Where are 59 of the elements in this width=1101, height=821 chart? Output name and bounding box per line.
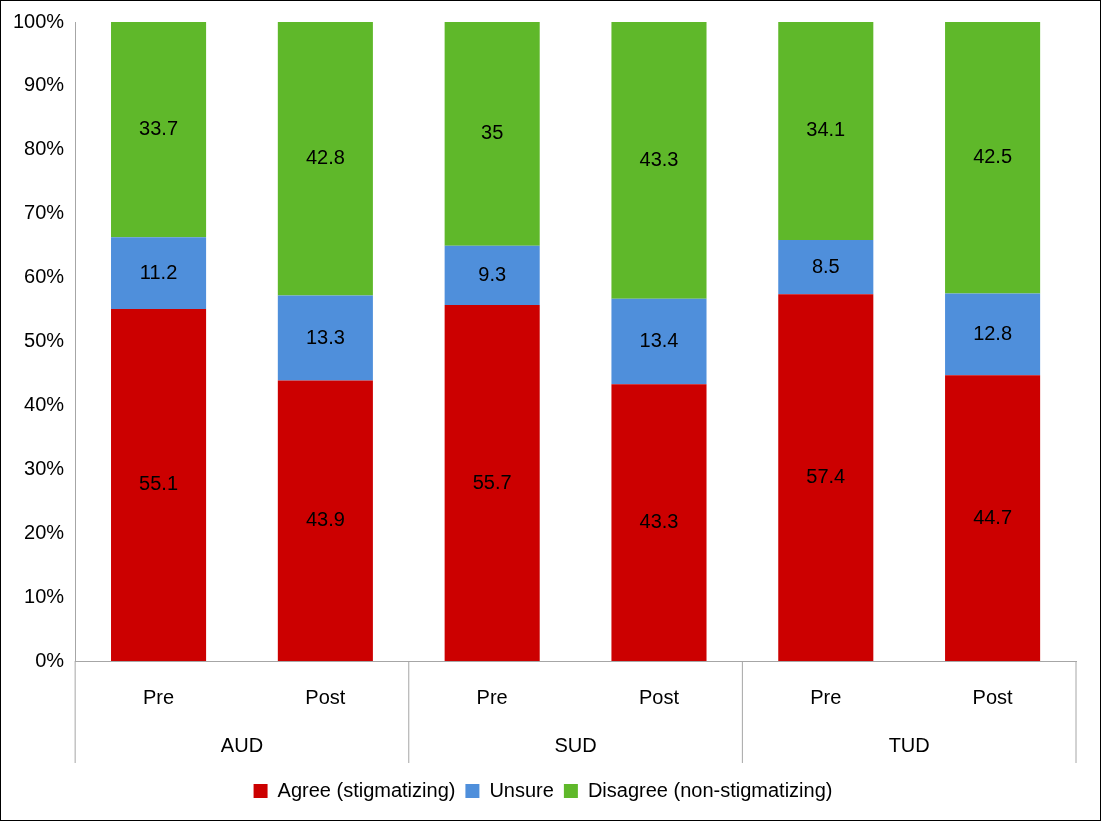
data-label: 13.4 bbox=[639, 329, 679, 352]
bar bbox=[111, 308, 207, 661]
y-tick-label: 60% bbox=[24, 265, 65, 288]
data-label: 42.8 bbox=[305, 146, 345, 169]
data-label: 11.2 bbox=[139, 260, 178, 283]
text: SUD bbox=[554, 733, 597, 756]
bar bbox=[277, 22, 373, 296]
legend-label: Unsure bbox=[489, 778, 554, 801]
y-tick-label: 100% bbox=[13, 9, 65, 32]
bar bbox=[444, 245, 540, 306]
x-tick-label: Pre bbox=[142, 685, 175, 708]
data-label: 43.3 bbox=[639, 147, 679, 170]
bar bbox=[945, 293, 1041, 376]
data-label: 57.4 bbox=[806, 465, 846, 488]
bar bbox=[945, 375, 1041, 661]
text: AUD bbox=[220, 733, 264, 756]
data-label: 13.3 bbox=[305, 325, 345, 348]
data-label: 43.3 bbox=[639, 510, 679, 533]
text: TUD bbox=[888, 733, 930, 756]
bar bbox=[778, 294, 874, 661]
x-tick-label: Post bbox=[972, 685, 1014, 708]
data-label: 8.5 bbox=[811, 254, 840, 277]
bar bbox=[111, 22, 207, 238]
y-tick-label: 50% bbox=[24, 329, 65, 352]
bar bbox=[277, 380, 373, 661]
data-label: 55.1 bbox=[139, 472, 179, 495]
data-label: 12.8 bbox=[973, 321, 1013, 344]
y-tick-label: 20% bbox=[24, 520, 65, 543]
bar bbox=[444, 305, 540, 661]
bar bbox=[611, 22, 707, 299]
bar bbox=[444, 22, 540, 246]
y-tick-label: 70% bbox=[24, 201, 65, 224]
bar bbox=[611, 384, 707, 661]
bar bbox=[778, 239, 874, 295]
legend-label: Disagree (non-stigmatizing) bbox=[587, 778, 833, 801]
data-label: 42.5 bbox=[973, 145, 1013, 168]
data-label: 35 bbox=[481, 121, 504, 144]
x-tick-label: Post bbox=[638, 685, 680, 708]
y-tick-label: 40% bbox=[24, 392, 65, 415]
x-tick-label: Pre bbox=[476, 685, 508, 708]
bar bbox=[277, 295, 373, 381]
bar bbox=[945, 22, 1041, 294]
x-tick-label: Post bbox=[305, 685, 346, 708]
y-tick-label: 10% bbox=[24, 584, 65, 607]
data-label: 55.7 bbox=[472, 470, 512, 493]
data-label: 43.9 bbox=[305, 508, 345, 531]
y-tick-label: 0% bbox=[35, 648, 65, 671]
bar bbox=[111, 237, 207, 309]
y-tick-label: 30% bbox=[24, 456, 65, 479]
data-label: 44.7 bbox=[973, 505, 1013, 528]
data-label: 9.3 bbox=[478, 262, 507, 285]
legend-label: Agree (stigmatizing) bbox=[277, 778, 456, 801]
bar bbox=[778, 22, 874, 240]
y-tick-label: 80% bbox=[24, 137, 65, 160]
y-tick-label: 90% bbox=[24, 73, 65, 96]
data-label: 34.1 bbox=[806, 118, 846, 141]
data-label: 33.7 bbox=[139, 117, 179, 140]
x-tick-label: Pre bbox=[810, 685, 842, 708]
bar bbox=[611, 298, 707, 385]
